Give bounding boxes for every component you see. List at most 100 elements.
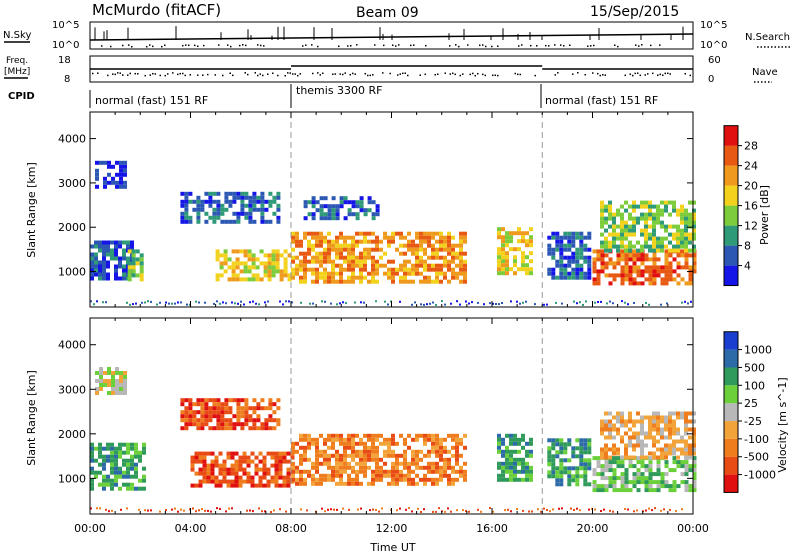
heatmap-cell — [521, 433, 525, 438]
nave-point — [639, 74, 641, 77]
heatmap-cell — [680, 228, 684, 233]
velocity-heatmap — [90, 367, 697, 513]
heatmap-cell — [636, 439, 640, 444]
nave-point — [289, 72, 291, 74]
heatmap-cell — [224, 219, 229, 224]
heatmap-cell — [311, 477, 315, 482]
heatmap-cell — [236, 195, 241, 200]
heatmap-cell — [521, 239, 525, 244]
heatmap-cell — [443, 465, 447, 470]
heatmap-cell — [676, 265, 681, 270]
heatmap-cell — [463, 231, 467, 236]
ground-scatter-cell — [255, 302, 257, 305]
heatmap-cell — [648, 269, 653, 274]
heatmap-cell — [463, 433, 467, 438]
nave-point — [244, 72, 246, 74]
heatmap-cell — [226, 483, 231, 488]
heatmap-cell — [276, 207, 281, 212]
heatmap-cell — [656, 447, 660, 452]
heatmap-cell — [323, 216, 328, 221]
heatmap-cell — [636, 443, 640, 448]
heatmap-cell — [592, 265, 597, 270]
colorbar-tick-label: 4 — [744, 260, 751, 273]
freq-tick-top: 18 — [58, 55, 71, 66]
colorbar-segment — [724, 349, 738, 368]
heatmap-cell — [684, 472, 689, 477]
heatmap-cell — [327, 259, 331, 264]
heatmap-cell — [119, 172, 123, 177]
ground-scatter-cell — [687, 302, 689, 305]
nsearch-point — [425, 44, 427, 47]
heatmap-cell — [459, 271, 463, 276]
ground-scatter-cell — [495, 303, 497, 305]
heatmap-cell — [628, 240, 632, 245]
heatmap-cell — [604, 265, 609, 270]
heatmap-cell — [118, 474, 122, 479]
heatmap-cell — [587, 271, 592, 276]
heatmap-cell — [90, 268, 94, 273]
heatmap-cell — [127, 261, 132, 266]
heatmap-cell — [636, 257, 641, 262]
heatmap-cell — [351, 279, 355, 284]
colorbar-tick-label: -1000 — [744, 469, 776, 482]
ground-scatter-cell — [510, 300, 512, 303]
ground-scatter-cell — [600, 510, 602, 512]
heatmap-cell — [419, 243, 423, 248]
heatmap-cell — [423, 259, 427, 264]
heatmap-cell — [319, 271, 323, 276]
nave-point — [482, 73, 484, 76]
nsearch-point — [593, 44, 595, 47]
heatmap-cell — [575, 470, 580, 475]
heatmap-cell — [652, 277, 657, 282]
heatmap-cell — [676, 484, 681, 489]
heatmap-cell — [383, 453, 387, 458]
heatmap-cell — [652, 220, 656, 225]
heatmap-cell — [600, 447, 604, 452]
heatmap-cell — [628, 411, 632, 416]
heatmap-cell — [196, 215, 201, 220]
heatmap-cell — [447, 465, 451, 470]
heatmap-cell — [134, 446, 138, 451]
heatmap-cell — [311, 437, 315, 442]
heatmap-cell — [375, 453, 379, 458]
heatmap-cell — [525, 239, 529, 244]
heatmap-cell — [529, 453, 533, 458]
heatmap-cell — [451, 255, 455, 260]
heatmap-cell — [583, 259, 588, 264]
heatmap-cell — [250, 451, 255, 456]
heatmap-cell — [274, 451, 279, 456]
heatmap-cell — [612, 468, 617, 473]
ground-scatter-cell — [552, 508, 554, 511]
heatmap-cell — [94, 256, 98, 261]
ground-scatter-cell — [342, 507, 344, 510]
heatmap-cell — [676, 208, 680, 213]
ground-scatter-cell — [96, 507, 98, 510]
heatmap-cell — [188, 402, 193, 407]
heatmap-cell — [579, 251, 584, 256]
heatmap-cell — [579, 275, 584, 280]
heatmap-cell — [216, 418, 221, 423]
heatmap-cell — [339, 255, 343, 260]
heatmap-cell — [267, 269, 272, 274]
heatmap-cell — [204, 402, 209, 407]
heatmap-cell — [180, 410, 185, 415]
heatmap-cell — [652, 488, 657, 493]
heatmap-cell — [497, 473, 501, 478]
ground-scatter-cell — [684, 300, 686, 303]
heatmap-cell — [604, 208, 608, 213]
heatmap-cell — [339, 433, 343, 438]
heatmap-cell — [331, 465, 335, 470]
heatmap-cell — [652, 423, 656, 428]
nave-point — [312, 72, 314, 75]
heatmap-cell — [359, 481, 363, 486]
nave-point — [332, 73, 334, 75]
heatmap-cell — [391, 469, 395, 474]
heatmap-cell — [435, 445, 439, 450]
heatmap-cell — [648, 208, 652, 213]
ground-scatter-cell — [267, 300, 269, 303]
heatmap-cell — [371, 473, 375, 478]
heatmap-cell — [587, 267, 592, 272]
heatmap-cell — [138, 450, 142, 455]
heatmap-cell — [107, 391, 111, 395]
heatmap-cell — [505, 271, 509, 276]
